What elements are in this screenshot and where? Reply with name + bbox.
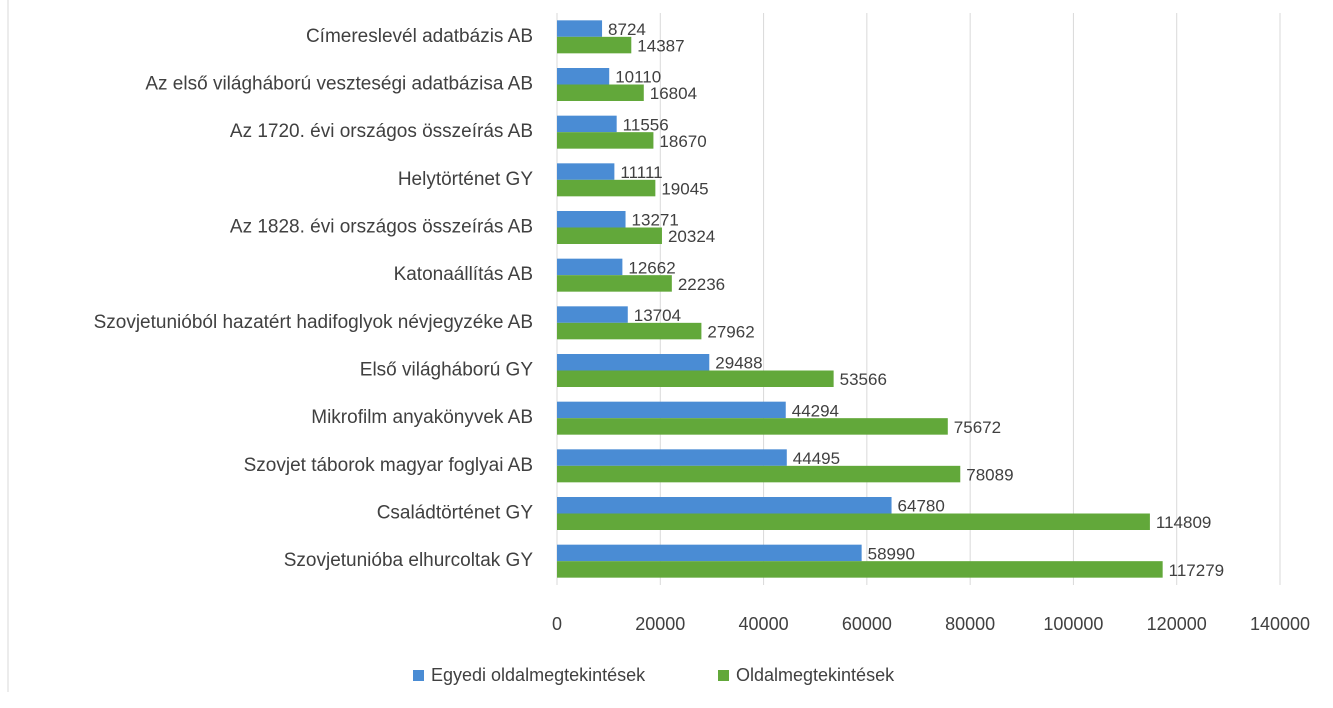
category-label: Az első világháború veszteségi adatbázis… — [145, 74, 533, 95]
category-label: Szovjetunióba elhurcoltak GY — [284, 550, 534, 571]
value-label: 53566 — [840, 370, 887, 389]
category-label: Katonaállítás AB — [394, 264, 533, 285]
value-label: 8724 — [608, 20, 646, 39]
value-label: 22236 — [678, 275, 725, 294]
value-label: 27962 — [707, 323, 754, 342]
bar — [557, 84, 644, 101]
bar — [557, 370, 834, 387]
bar — [557, 497, 892, 514]
category-label: Szovjetunióból hazatért hadifoglyok névj… — [94, 312, 533, 333]
bar — [557, 322, 702, 340]
x-tick-label: 0 — [552, 614, 562, 634]
bar — [557, 561, 1163, 578]
value-label: 11556 — [623, 115, 669, 134]
value-label: 29488 — [715, 354, 762, 373]
legend-swatch — [718, 670, 729, 681]
bar — [557, 401, 786, 419]
category-label: Mikrofilm anyakönyvek AB — [311, 407, 533, 428]
x-tick-label: 20000 — [635, 614, 685, 634]
x-tick-label: 120000 — [1147, 614, 1207, 634]
bar — [557, 20, 603, 37]
category-label: Címereslevél adatbázis AB — [306, 26, 533, 47]
legend-swatch — [413, 670, 424, 681]
category-label: Családtörténet GY — [377, 503, 534, 524]
value-label: 114809 — [1156, 513, 1211, 532]
value-label: 64780 — [898, 497, 945, 516]
value-label: 16804 — [650, 84, 697, 103]
x-tick-label: 80000 — [945, 614, 995, 634]
x-tick-label: 40000 — [739, 614, 789, 634]
category-label: Szovjet táborok magyar foglyai AB — [244, 455, 533, 476]
bar — [557, 258, 623, 276]
x-tick-label: 140000 — [1250, 614, 1310, 634]
bar — [557, 179, 656, 197]
value-label: 11111 — [620, 163, 662, 182]
bar — [557, 132, 654, 149]
bar — [557, 465, 961, 483]
bar — [557, 115, 617, 133]
value-label: 78089 — [966, 466, 1013, 485]
bar — [557, 513, 1150, 530]
bar — [557, 211, 626, 228]
x-tick-label: 100000 — [1043, 614, 1103, 634]
category-label: Az 1828. évi országos összeírás AB — [230, 217, 533, 238]
value-label: 12662 — [628, 258, 675, 277]
value-label: 10110 — [615, 68, 661, 87]
bar — [557, 418, 948, 435]
value-label: 44495 — [793, 449, 840, 468]
bar — [557, 544, 862, 562]
value-label: 75672 — [954, 418, 1001, 437]
bar — [557, 163, 615, 180]
category-label: Első világháború GY — [360, 360, 534, 381]
legend-label: Egyedi oldalmegtekintések — [431, 665, 646, 685]
value-label: 13271 — [632, 211, 679, 230]
bar — [557, 306, 628, 323]
value-label: 58990 — [868, 544, 915, 563]
value-label: 20324 — [668, 227, 715, 246]
value-label: 117279 — [1169, 561, 1224, 580]
value-label: 14387 — [637, 37, 684, 56]
value-label: 44294 — [792, 401, 839, 420]
category-label: Helytörténet GY — [398, 169, 533, 190]
bar — [557, 36, 632, 54]
bar — [557, 449, 787, 466]
bar — [557, 354, 710, 371]
bar — [557, 275, 672, 292]
bar — [557, 227, 662, 244]
category-label: Az 1720. évi országos összeírás AB — [230, 121, 533, 142]
value-label: 18670 — [659, 132, 706, 151]
x-tick-label: 60000 — [842, 614, 892, 634]
legend-label: Oldalmegtekintések — [736, 665, 895, 685]
value-label: 19045 — [661, 180, 708, 199]
value-label: 13704 — [634, 306, 681, 325]
bar — [557, 68, 610, 85]
